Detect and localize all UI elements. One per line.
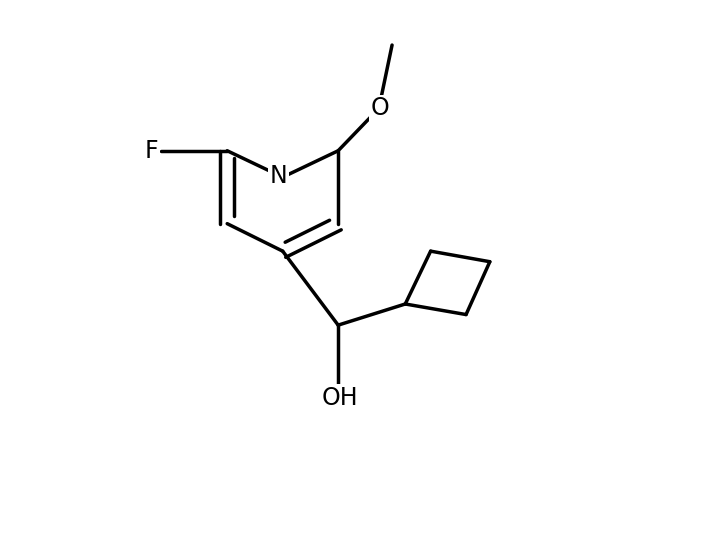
Text: N: N — [269, 164, 287, 188]
Text: O: O — [370, 97, 389, 121]
Text: F: F — [144, 139, 158, 163]
Text: OH: OH — [322, 386, 359, 410]
